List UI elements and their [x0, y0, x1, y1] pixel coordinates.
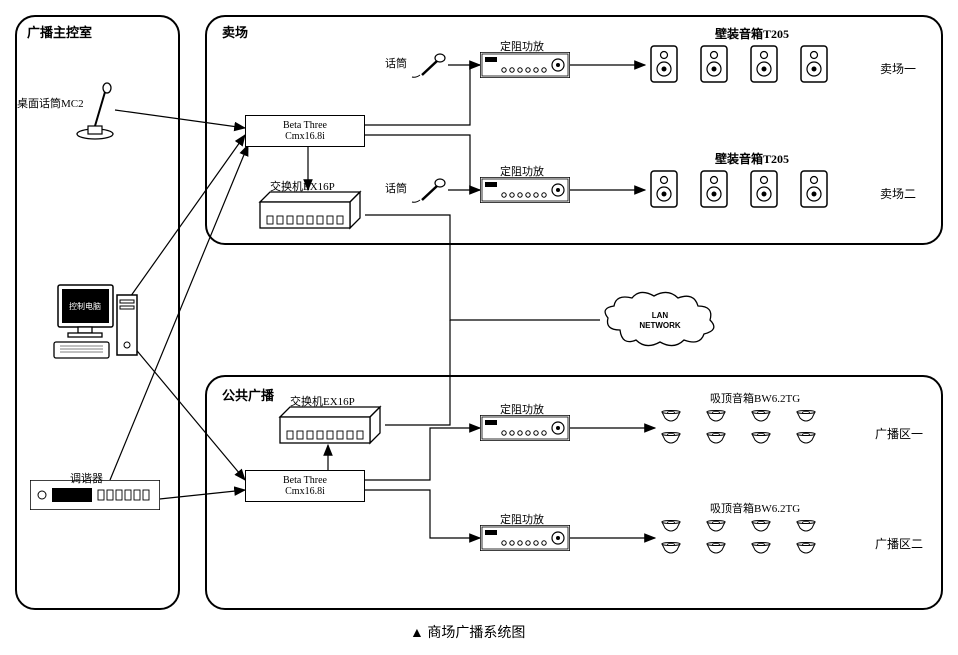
ceil_spk1-unit-1-3 — [795, 432, 817, 446]
ceil_spk2-label: 吸顶音箱BW6.2TG — [710, 500, 800, 516]
switch1-icon — [255, 190, 365, 230]
tuner-label: 调谐器 — [70, 470, 103, 486]
mic2-label: 话筒 — [385, 180, 407, 196]
wall_spk1-unit-2 — [750, 45, 778, 83]
ceil_spk2-unit-1-0 — [660, 542, 682, 556]
ceil_spk1-unit-1-0 — [660, 432, 682, 446]
amp3-icon — [480, 415, 570, 441]
amp3-label: 定阻功放 — [500, 401, 544, 417]
ceil_spk1-unit-0-0 — [660, 410, 682, 424]
ceil_spk1-label: 吸顶音箱BW6.2TG — [710, 390, 800, 406]
caption-text: 商场广播系统图 — [427, 626, 525, 641]
cmx2-box: Beta ThreeCmx16.8i — [245, 470, 365, 502]
ceil_spk1-unit-1-1 — [705, 432, 727, 446]
ceil_spk1-zone-label: 广播区一 — [875, 425, 923, 442]
cmx2-line1: Beta Three — [246, 475, 364, 486]
ceil_spk2-unit-1-3 — [795, 542, 817, 556]
switch1-label: 交换机EX16P — [270, 178, 335, 194]
region-label-public_pa: 公共广播 — [220, 385, 276, 404]
cmx2-line2: Cmx16.8i — [246, 486, 364, 497]
switch2-label: 交换机EX16P — [290, 393, 355, 409]
wall_spk2-unit-2 — [750, 170, 778, 208]
amp1-icon — [480, 52, 570, 78]
cmx1-line2: Cmx16.8i — [246, 131, 364, 142]
wall_spk2-label: 壁装音箱T205 — [715, 150, 789, 167]
cmx1-box: Beta ThreeCmx16.8i — [245, 115, 365, 147]
wall_spk1-unit-3 — [800, 45, 828, 83]
ceil_spk1-unit-0-2 — [750, 410, 772, 424]
desk-mic-label: 桌面话筒MC2 — [17, 95, 84, 111]
ceil_spk2-unit-0-2 — [750, 520, 772, 534]
region-label-sales_floor: 卖场 — [220, 22, 250, 41]
wall_spk2-zone-label: 卖场二 — [880, 185, 916, 202]
cloud-icon: LAN NETWORK — [600, 290, 720, 350]
mic2-icon — [410, 175, 450, 205]
ceil_spk1-unit-0-1 — [705, 410, 727, 424]
svg-text:控制电脑: 控制电脑 — [69, 301, 101, 311]
wall_spk1-unit-0 — [650, 45, 678, 83]
svg-text:NETWORK: NETWORK — [639, 321, 681, 330]
ceil_spk2-unit-1-2 — [750, 542, 772, 556]
amp4-label: 定阻功放 — [500, 511, 544, 527]
amp2-icon — [480, 177, 570, 203]
ceil_spk2-unit-0-1 — [705, 520, 727, 534]
region-label-control_room: 广播主控室 — [25, 22, 94, 41]
svg-text:LAN: LAN — [652, 311, 669, 320]
wall_spk2-unit-0 — [650, 170, 678, 208]
amp1-label: 定阻功放 — [500, 38, 544, 54]
wall_spk1-zone-label: 卖场一 — [880, 60, 916, 77]
wall_spk2-unit-1 — [700, 170, 728, 208]
pc-icon: 控制电脑 — [50, 280, 140, 370]
wall_spk2-unit-3 — [800, 170, 828, 208]
diagram-caption: ▲ 商场广播系统图 — [410, 622, 525, 642]
mic1-label: 话筒 — [385, 55, 407, 71]
ceil_spk1-unit-1-2 — [750, 432, 772, 446]
ceil_spk2-unit-0-0 — [660, 520, 682, 534]
wall_spk1-unit-1 — [700, 45, 728, 83]
amp4-icon — [480, 525, 570, 551]
cmx1-line1: Beta Three — [246, 120, 364, 131]
ceil_spk2-unit-1-1 — [705, 542, 727, 556]
ceil_spk2-unit-0-3 — [795, 520, 817, 534]
switch2-icon — [275, 405, 385, 445]
ceil_spk2-zone-label: 广播区二 — [875, 535, 923, 552]
wall_spk1-label: 壁装音箱T205 — [715, 25, 789, 42]
ceil_spk1-unit-0-3 — [795, 410, 817, 424]
amp2-label: 定阻功放 — [500, 163, 544, 179]
mic1-icon — [410, 50, 450, 80]
